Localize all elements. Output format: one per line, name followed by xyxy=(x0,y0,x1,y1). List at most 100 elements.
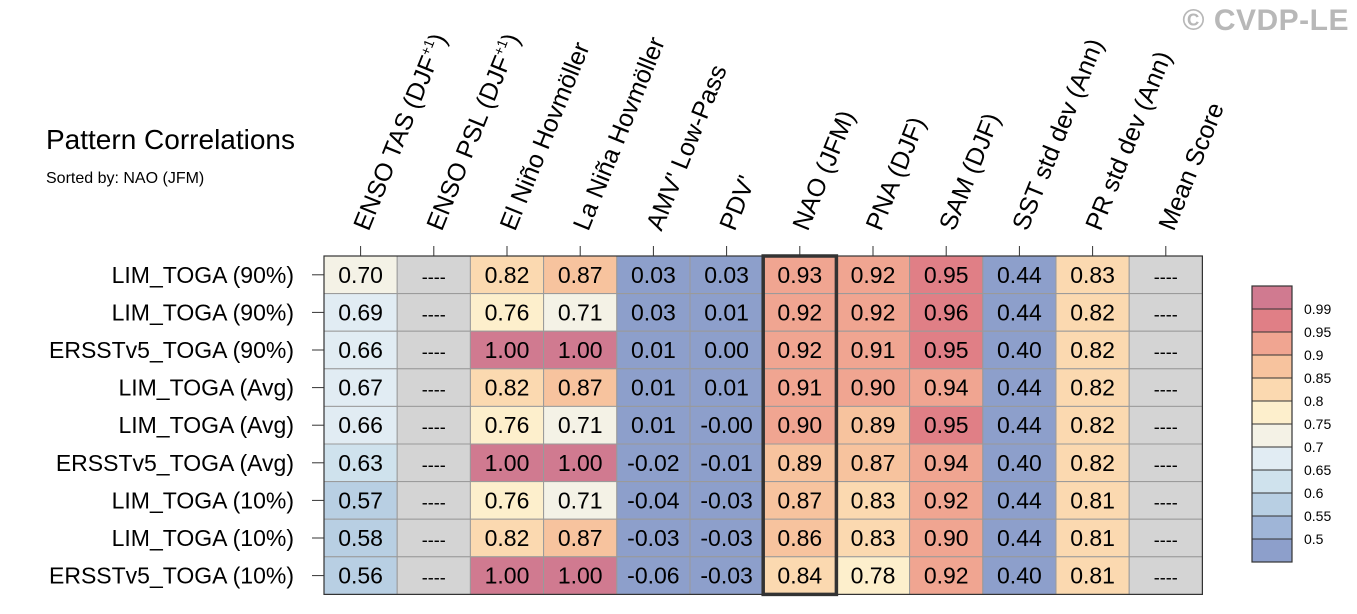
missing-value-label: ---- xyxy=(422,492,446,512)
colorbar-tick-label: 0.8 xyxy=(1304,393,1324,409)
heatmap-cell xyxy=(543,293,618,332)
colorbar-bin xyxy=(1252,424,1292,447)
heatmap-cell xyxy=(1055,556,1130,595)
column-label-text: NAO (JFM) xyxy=(787,107,860,235)
missing-value-label: ---- xyxy=(422,417,446,437)
cell-value-label: 0.78 xyxy=(851,563,896,589)
cell-value-label: 0.58 xyxy=(338,525,383,551)
colorbar-bin xyxy=(1252,539,1292,562)
cell-value-label: 0.01 xyxy=(631,375,676,401)
cell-value-label: 0.69 xyxy=(338,299,383,325)
cell-value-label: 1.00 xyxy=(485,563,530,589)
cell-value-label: 0.66 xyxy=(338,337,383,363)
cell-value-label: 0.82 xyxy=(1070,412,1115,438)
column-label-superscript: +1 xyxy=(490,37,511,58)
colorbar-tick-label: 0.99 xyxy=(1304,301,1331,317)
heatmap-cell xyxy=(835,405,911,445)
colorbar-bin xyxy=(1252,470,1292,493)
colorbar-tick-label: 0.85 xyxy=(1304,370,1331,386)
cell-value-label: 0.01 xyxy=(631,337,676,363)
cell-value-label: 0.92 xyxy=(924,487,969,513)
cell-value-label: -0.03 xyxy=(627,525,679,551)
cell-value-label: 0.91 xyxy=(777,375,822,401)
cell-value-label: 0.66 xyxy=(338,412,383,438)
heatmap-cell xyxy=(616,518,691,558)
chart-title: Pattern Correlations xyxy=(46,124,296,155)
heatmap-cell xyxy=(1128,293,1203,332)
missing-value-label: ---- xyxy=(422,530,446,550)
heatmap-cell xyxy=(982,330,1057,370)
cell-value-label: 0.93 xyxy=(777,262,822,288)
cell-value-label: 0.82 xyxy=(1070,337,1115,363)
missing-value-label: ---- xyxy=(1154,342,1178,362)
cell-value-label: 0.86 xyxy=(777,525,822,551)
cell-value-label: 1.00 xyxy=(558,450,603,476)
heatmap-cell xyxy=(982,518,1057,558)
cell-value-label: 0.44 xyxy=(997,262,1042,288)
cell-value-label: 0.83 xyxy=(851,525,896,551)
colorbar-tick-label: 0.9 xyxy=(1304,347,1324,363)
cell-value-label: 0.03 xyxy=(631,299,676,325)
cell-value-label: 0.82 xyxy=(1070,299,1115,325)
missing-value-label: ---- xyxy=(1154,530,1178,550)
heatmap-cell xyxy=(835,255,911,295)
heatmap-cell xyxy=(689,330,764,370)
heatmap-cell xyxy=(323,293,398,332)
heatmap-cell xyxy=(616,293,691,332)
cell-value-label: 0.40 xyxy=(997,563,1042,589)
cell-value-label: 0.90 xyxy=(777,412,822,438)
column-label-text: PDV' xyxy=(714,172,761,235)
cell-value-label: 0.92 xyxy=(924,563,969,589)
cell-value-label: 0.94 xyxy=(924,450,969,476)
cell-value-label: 0.44 xyxy=(997,487,1042,513)
column-label-text: Mean Score xyxy=(1153,99,1229,234)
heatmap-cell xyxy=(616,405,691,445)
column-label-text: PNA (DJF) xyxy=(861,113,932,234)
heatmap-cell xyxy=(616,481,691,520)
cell-value-label: 0.83 xyxy=(851,487,896,513)
row-label: LIM_TOGA (90%) xyxy=(112,262,294,288)
row-label: LIM_TOGA (Avg) xyxy=(118,375,294,401)
colorbar: 0.99 0.95 0.9 0.85 0.8 0.75 0.7 0.65 0.6 0.55 0.5 xyxy=(1251,285,1331,563)
cell-value-label: 0.81 xyxy=(1070,525,1115,551)
missing-value-label: ---- xyxy=(1154,267,1178,287)
heatmap-cell xyxy=(1128,405,1203,445)
cell-value-label: 0.82 xyxy=(1070,375,1115,401)
heatmap-cell xyxy=(543,481,618,520)
cell-value-label: 0.92 xyxy=(777,337,822,363)
cell-value-label: 0.56 xyxy=(338,563,383,589)
heatmap-cell xyxy=(762,518,837,558)
colorbar-tick-label: 0.95 xyxy=(1304,324,1331,340)
cell-value-label: 0.87 xyxy=(851,450,896,476)
heatmap-cell xyxy=(1128,255,1203,295)
cell-value-label: 1.00 xyxy=(558,337,603,363)
cell-value-label: 0.57 xyxy=(338,487,383,513)
cell-value-label: 0.87 xyxy=(558,525,603,551)
heatmap-cell xyxy=(469,405,545,445)
colorbar-tick-label: 0.55 xyxy=(1304,508,1331,524)
row-label: LIM_TOGA (10%) xyxy=(112,525,294,551)
heatmap-cell xyxy=(982,556,1057,595)
cell-value-label: 0.03 xyxy=(704,262,749,288)
heatmap-cell xyxy=(396,405,471,445)
row-label: ERSSTv5_TOGA (Avg) xyxy=(56,450,294,476)
heatmap-cell xyxy=(762,255,837,295)
heatmap-cell xyxy=(982,443,1057,483)
cell-value-label: 0.82 xyxy=(485,525,530,551)
cell-value-label: 0.92 xyxy=(851,262,896,288)
cell-value-label: 0.44 xyxy=(997,525,1042,551)
column-label: AMV' Low-Pass xyxy=(641,61,733,234)
colorbar-tick-label: 0.5 xyxy=(1304,531,1324,547)
column-label-superscript: +1 xyxy=(417,37,438,58)
heatmap-cell xyxy=(835,443,911,483)
heatmap-cell xyxy=(909,293,984,332)
cell-value-label: 0.84 xyxy=(777,563,822,589)
heatmap-cell xyxy=(469,481,545,520)
cell-value-label: 0.63 xyxy=(338,450,383,476)
column-label-text: SAM (DJF) xyxy=(934,109,1006,234)
heatmap-cell xyxy=(1128,556,1203,595)
cell-value-label: 0.40 xyxy=(997,337,1042,363)
cell-value-label: 0.96 xyxy=(924,299,969,325)
row-label: ERSSTv5_TOGA (10%) xyxy=(49,563,294,589)
heatmap-cell xyxy=(982,293,1057,332)
